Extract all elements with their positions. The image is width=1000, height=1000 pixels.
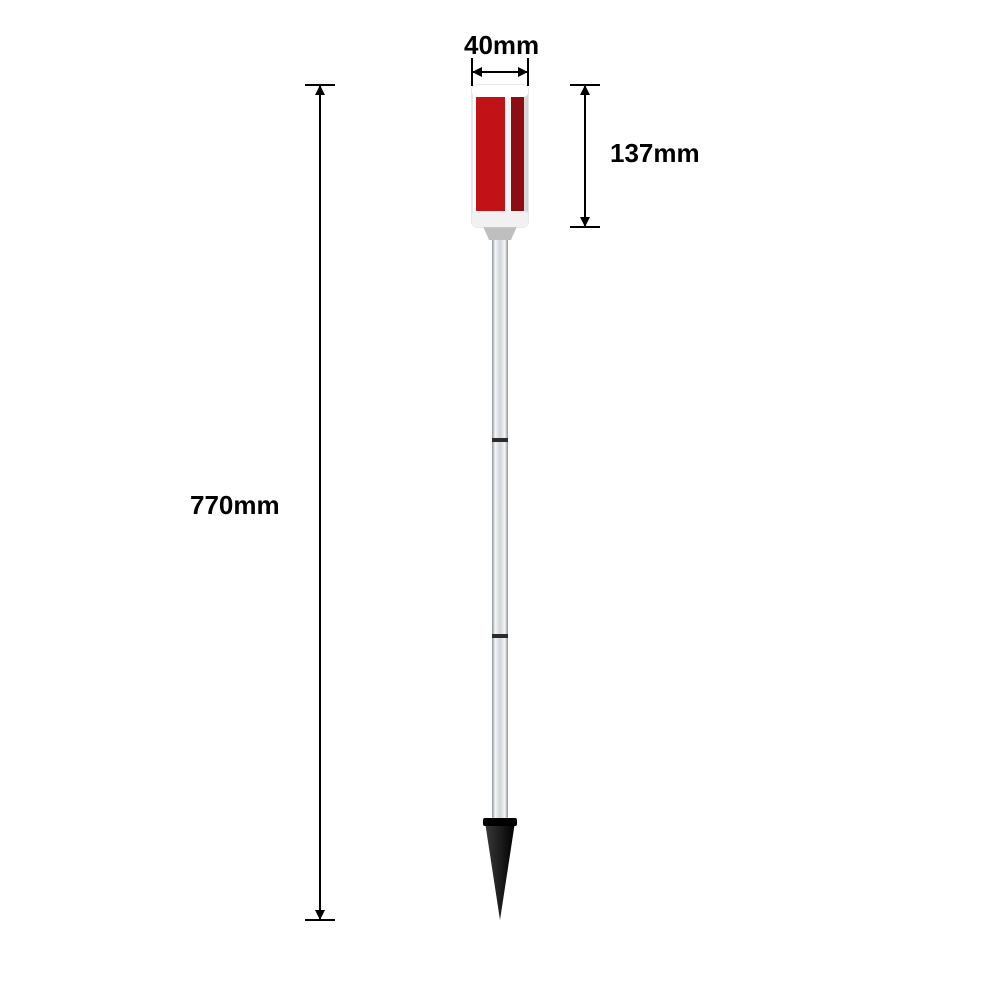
head-base xyxy=(472,211,528,227)
head-panel-seam xyxy=(505,97,511,211)
pole-ring-1 xyxy=(492,634,508,638)
dim-total-arrow-top xyxy=(315,85,325,95)
dim-width-arrow-right xyxy=(518,67,528,77)
ground-spike xyxy=(485,822,515,920)
pole-ring-0 xyxy=(492,438,508,442)
spike-collar xyxy=(483,818,517,826)
head-panel-front xyxy=(476,97,505,211)
dimension-label-head-height: 137mm xyxy=(610,138,700,169)
dimension-label-width: 40mm xyxy=(464,30,539,61)
diagram-stage: 40mm 137mm 770mm xyxy=(0,0,1000,1000)
dim-head-arrow-bottom xyxy=(580,217,590,227)
dim-width-arrow-left xyxy=(472,67,482,77)
dimension-label-total-height: 770mm xyxy=(190,490,280,521)
head-cap xyxy=(472,85,528,97)
diagram-svg xyxy=(0,0,1000,1000)
pole xyxy=(492,240,508,822)
dim-head-arrow-top xyxy=(580,85,590,95)
dim-total-arrow-bottom xyxy=(315,910,325,920)
head-panel-side xyxy=(511,97,524,211)
